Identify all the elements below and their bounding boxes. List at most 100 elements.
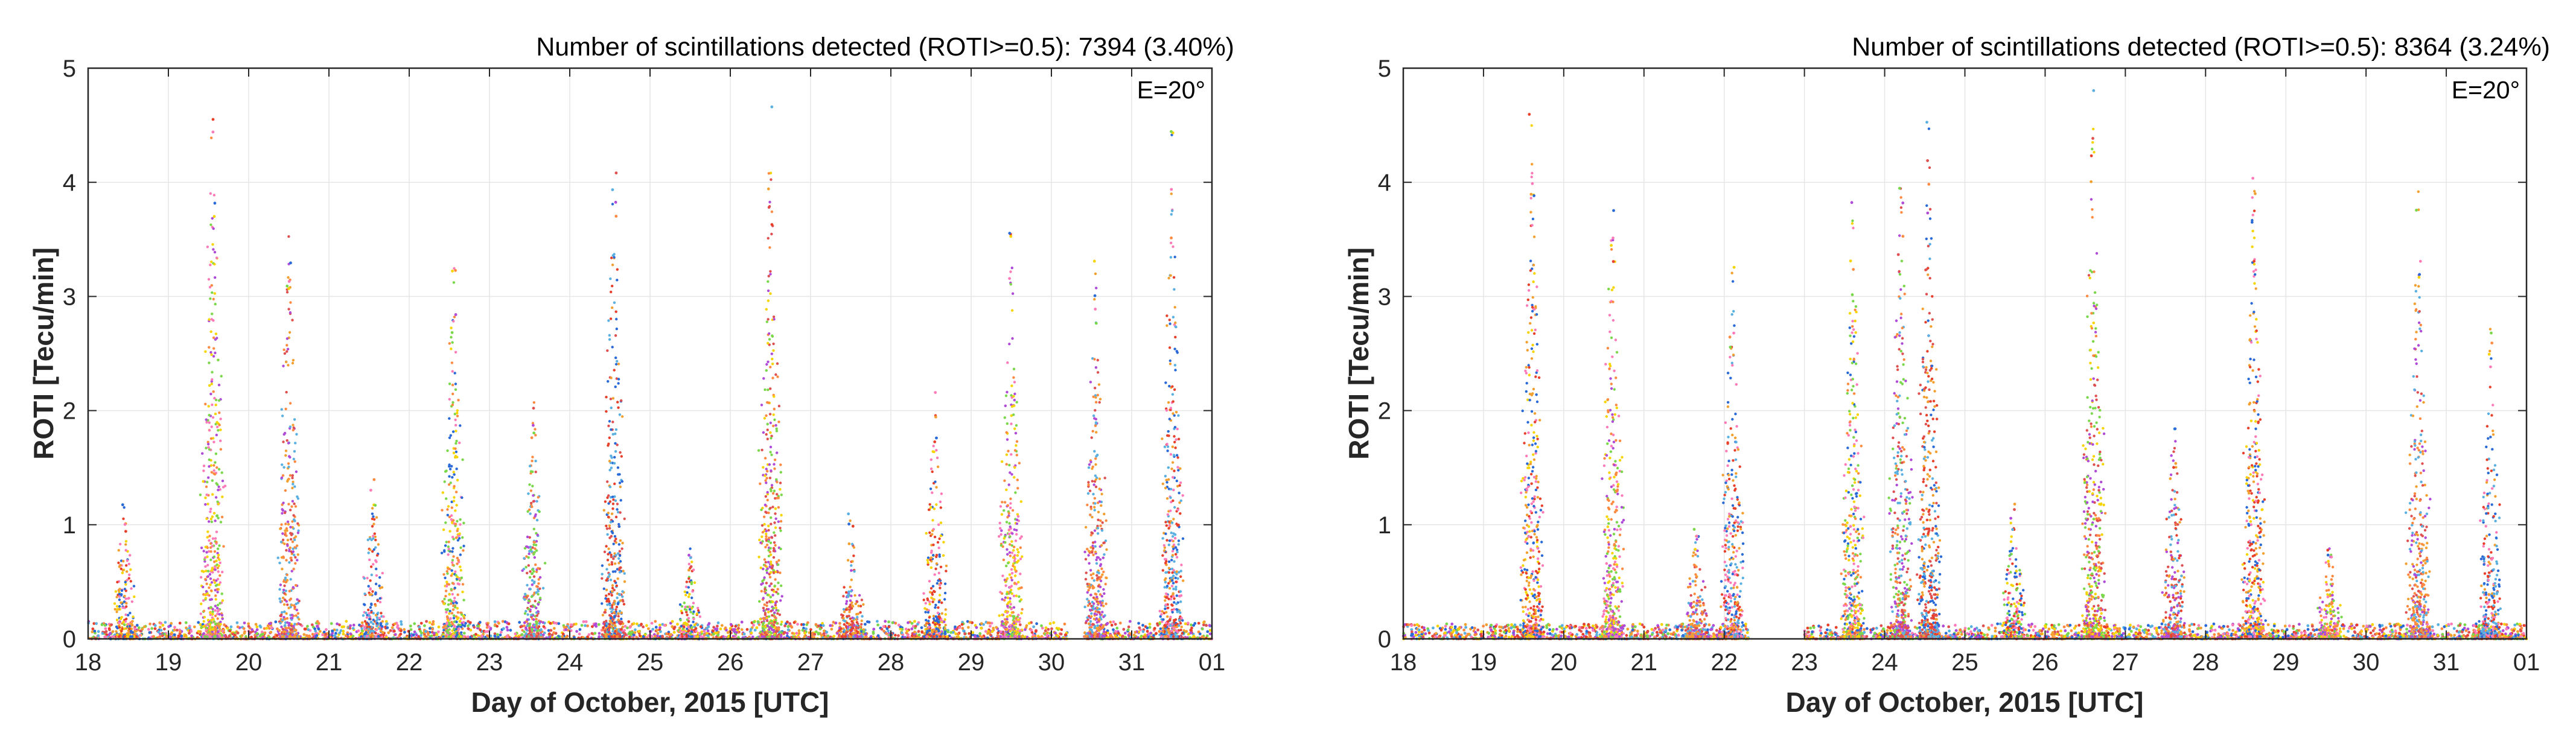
left-data-point — [496, 624, 499, 628]
left-data-point — [279, 541, 283, 544]
left-data-point — [826, 634, 830, 638]
left-data-point — [444, 576, 447, 580]
left-data-point — [442, 629, 445, 632]
left-data-point — [263, 631, 267, 635]
left-data-point — [291, 633, 294, 636]
left-data-point — [158, 626, 162, 629]
left-data-point — [342, 629, 345, 633]
left-data-point — [602, 587, 605, 591]
left-data-point — [325, 628, 328, 631]
left-data-point — [617, 612, 620, 615]
left-data-point — [817, 632, 820, 636]
left-data-point — [968, 621, 972, 624]
left-data-point — [289, 311, 292, 314]
left-data-point — [97, 630, 100, 633]
left-data-point — [374, 582, 378, 586]
left-data-point — [205, 551, 208, 554]
left-data-point — [100, 623, 104, 626]
left-data-point — [319, 630, 322, 633]
left-data-point — [604, 633, 608, 636]
left-data-point — [622, 600, 625, 603]
left-data-point — [605, 594, 608, 597]
left-data-point — [907, 621, 910, 624]
left-data-point — [103, 630, 107, 634]
left-data-point — [587, 633, 591, 636]
left-data-point — [456, 611, 459, 614]
left-data-point — [537, 566, 540, 570]
left-data-point — [304, 627, 307, 631]
left-data-point — [444, 635, 448, 638]
left-data-point — [537, 496, 540, 499]
left-data-point — [584, 620, 588, 623]
left-data-point — [204, 545, 208, 548]
left-data-point — [392, 629, 396, 633]
left-data-point — [614, 538, 617, 541]
left-data-point — [971, 631, 975, 634]
left-data-point — [250, 628, 254, 631]
left-data-point — [613, 253, 616, 256]
left-data-point — [236, 631, 240, 635]
left-data-point — [954, 632, 958, 636]
left-data-point — [269, 630, 273, 634]
left-data-point — [282, 588, 285, 592]
left-data-point — [1052, 621, 1056, 624]
left-data-point — [295, 470, 298, 474]
left-data-point — [375, 616, 378, 619]
left-data-point — [214, 351, 217, 355]
left-data-point — [213, 472, 217, 476]
left-data-point — [442, 528, 445, 531]
left-data-point — [302, 633, 306, 636]
left-data-point — [292, 550, 295, 553]
left-data-point — [123, 627, 126, 630]
left-data-point — [287, 465, 290, 469]
left-data-point — [507, 622, 511, 626]
left-data-point — [611, 263, 614, 267]
left-data-point — [287, 364, 290, 367]
left-data-point — [501, 620, 505, 623]
left-data-point — [299, 623, 302, 626]
left-data-point — [449, 434, 452, 437]
left-data-point — [549, 621, 552, 625]
left-data-point — [214, 519, 217, 522]
left-data-point — [440, 551, 444, 554]
left-data-point — [209, 223, 212, 226]
left-data-point — [281, 463, 284, 466]
left-data-point — [1185, 630, 1188, 633]
left-data-point — [366, 577, 369, 580]
left-data-point — [696, 623, 700, 627]
left-data-point — [289, 538, 293, 541]
left-data-point — [444, 608, 448, 611]
left-data-point — [283, 598, 287, 601]
left-data-point — [617, 378, 620, 381]
left-data-point — [610, 625, 613, 628]
left-data-point — [336, 622, 339, 626]
left-data-point — [988, 631, 991, 635]
left-data-point — [265, 627, 269, 630]
left-data-point — [315, 634, 319, 637]
left-data-point — [217, 489, 220, 492]
left-data-point — [188, 632, 191, 635]
left-data-point — [528, 626, 531, 630]
left-data-point — [1057, 627, 1060, 630]
left-data-point — [314, 629, 317, 633]
left-data-point — [528, 576, 532, 579]
left-data-point — [499, 630, 503, 634]
left-data-point — [606, 559, 610, 562]
left-data-point — [532, 401, 535, 404]
left-data-point — [740, 628, 744, 631]
left-data-point — [443, 549, 446, 552]
left-data-point — [284, 576, 287, 579]
left-data-point — [616, 268, 619, 271]
left-data-point — [287, 503, 290, 506]
left-data-point — [942, 620, 946, 623]
left-data-point — [279, 527, 282, 530]
left-data-point — [990, 621, 993, 625]
left-data-point — [606, 533, 609, 536]
left-data-point — [1198, 632, 1202, 636]
left-data-point — [876, 623, 879, 627]
left-data-point — [284, 454, 287, 457]
left-data-point — [1112, 620, 1115, 624]
left-data-point — [349, 635, 352, 638]
left-data-point — [212, 194, 216, 197]
left-data-point — [120, 589, 124, 592]
